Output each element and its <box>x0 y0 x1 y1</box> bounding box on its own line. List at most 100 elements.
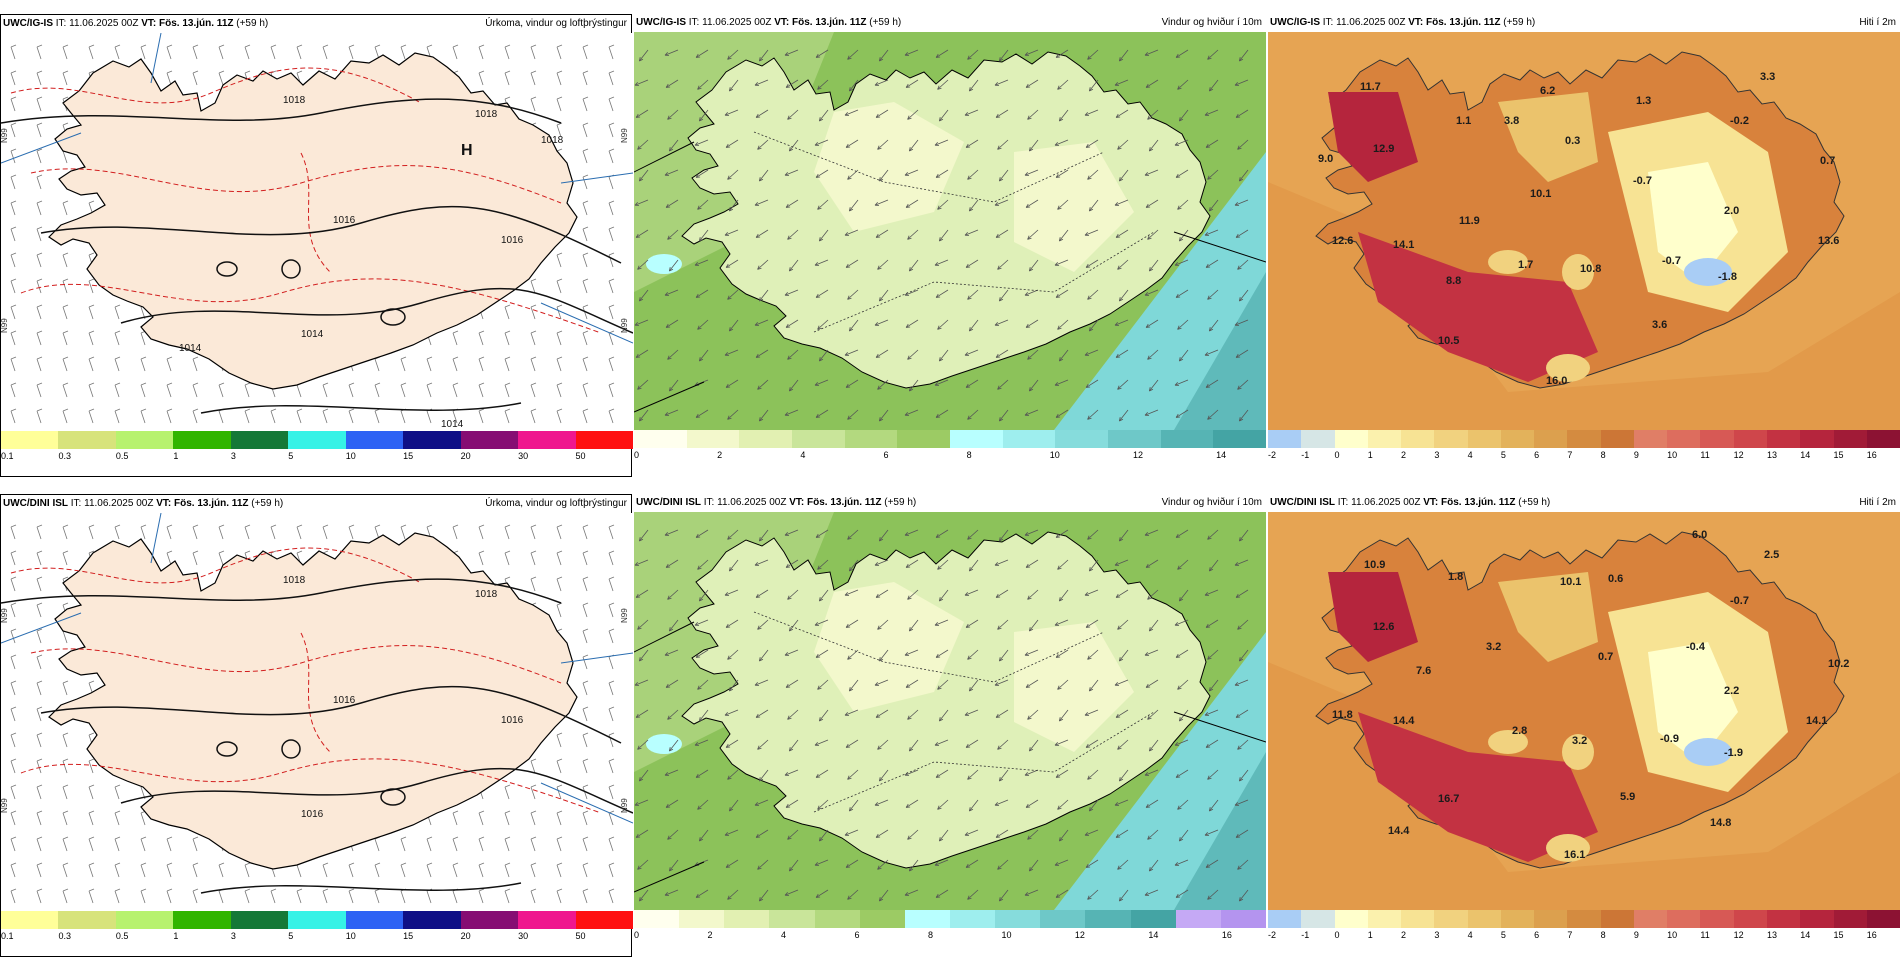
scale-tick-label: 12 <box>1075 930 1085 940</box>
pressure-label: 1014 <box>441 419 464 430</box>
lead-time: (+59 h) <box>236 18 268 29</box>
temperature-value: -0.2 <box>1730 115 1749 127</box>
color-scale-swatches <box>1 431 633 449</box>
scale-tick-label: 16 <box>1867 450 1877 460</box>
scale-tick-label: 10 <box>1667 450 1677 460</box>
scale-tick-label: 2 <box>707 930 712 940</box>
svg-text:N99: N99 <box>1 128 9 143</box>
panel-header: UWC/IG-IS IT: 11.06.2025 00Z VT: Fös. 13… <box>634 14 1266 32</box>
lake <box>646 734 682 754</box>
color-swatch <box>173 911 230 929</box>
panel-run-info: UWC/IG-IS IT: 11.06.2025 00Z VT: Fös. 13… <box>636 14 901 32</box>
scale-tick-label: 10 <box>1050 450 1060 460</box>
scale-tick-label: 8 <box>1601 930 1606 940</box>
scale-tick-label: 0.5 <box>116 451 129 461</box>
init-time-value: 11.06.2025 00Z <box>702 17 771 28</box>
scale-tick-label: 8 <box>1601 450 1606 460</box>
color-swatch <box>634 910 679 928</box>
model-name: UWC/IG-IS <box>636 17 686 28</box>
temperature-value: 10.9 <box>1364 559 1385 571</box>
color-swatch <box>116 911 173 929</box>
temperature-value: -0.7 <box>1730 595 1749 607</box>
color-scale-swatches <box>1268 910 1900 928</box>
model-name: UWC/DINI ISL <box>1270 497 1335 508</box>
scale-tick-label: -1 <box>1301 930 1309 940</box>
forecast-panel-temp: UWC/DINI ISL IT: 11.06.2025 00Z VT: Fös.… <box>1268 494 1900 957</box>
pressure-label: 1016 <box>301 809 324 820</box>
panel-header: UWC/IG-IS IT: 11.06.2025 00Z VT: Fös. 13… <box>1268 14 1900 32</box>
color-swatch <box>576 431 633 449</box>
svg-text:N99: N99 <box>620 128 629 143</box>
map-canvas <box>634 512 1266 910</box>
color-swatch <box>1601 910 1634 928</box>
color-swatch <box>897 430 950 448</box>
color-swatch <box>288 911 345 929</box>
color-swatch <box>1040 910 1085 928</box>
scale-tick-label: 0 <box>1335 450 1340 460</box>
temperature-value: 3.2 <box>1486 641 1501 653</box>
valid-time-label: VT: <box>789 497 804 508</box>
temperature-value: 1.8 <box>1448 571 1463 583</box>
scale-tick-label: 14 <box>1216 450 1226 460</box>
valid-time-label: VT: <box>156 498 171 509</box>
valid-time-label: VT: <box>1423 497 1438 508</box>
color-scale-swatches <box>634 910 1266 928</box>
temperature-value: 9.0 <box>1318 153 1333 165</box>
init-time-value: 11.06.2025 00Z <box>84 498 153 509</box>
color-swatch <box>724 910 769 928</box>
temperature-value: 14.4 <box>1393 715 1415 727</box>
color-swatch <box>792 430 845 448</box>
scale-tick-label: 14 <box>1148 930 1158 940</box>
panel-header: UWC/DINI ISL IT: 11.06.2025 00Z VT: Fös.… <box>1268 494 1900 512</box>
init-time-value: 11.06.2025 00Z <box>1336 17 1405 28</box>
color-swatch <box>1634 910 1667 928</box>
color-swatch <box>576 911 633 929</box>
scale-tick-label: 16 <box>1867 930 1877 940</box>
scale-tick-label: 4 <box>781 930 786 940</box>
color-swatch <box>1368 910 1401 928</box>
color-swatch <box>1335 430 1368 448</box>
color-swatch <box>1 431 58 449</box>
color-swatch <box>1468 430 1501 448</box>
map-area[interactable] <box>634 512 1266 910</box>
temperature-value: 6.2 <box>1540 85 1555 97</box>
color-swatch <box>739 430 792 448</box>
scale-tick-label: 3 <box>231 451 236 461</box>
color-swatch <box>58 431 115 449</box>
scale-tick-label: 30 <box>518 451 528 461</box>
panel-run-info: UWC/IG-IS IT: 11.06.2025 00Z VT: Fös. 13… <box>1270 14 1535 32</box>
color-swatch <box>1700 430 1733 448</box>
scale-tick-label: 50 <box>576 931 586 941</box>
color-swatch <box>634 430 687 448</box>
scale-tick-label: -2 <box>1268 930 1276 940</box>
init-time-value: 11.06.2025 00Z <box>69 18 138 29</box>
scale-tick-label: 20 <box>461 451 471 461</box>
lead-time: (+59 h) <box>1518 497 1550 508</box>
color-swatch <box>116 431 173 449</box>
temperature-value: 7.6 <box>1416 665 1431 677</box>
temperature-value: 8.8 <box>1446 275 1461 287</box>
scale-tick-label: 15 <box>1833 450 1843 460</box>
panel-run-info: UWC/DINI ISL IT: 11.06.2025 00Z VT: Fös.… <box>1270 494 1550 512</box>
scale-tick-label: 0.3 <box>58 931 71 941</box>
panel-title: Hiti í 2m <box>1859 494 1896 512</box>
temperature-value: 13.6 <box>1818 235 1839 247</box>
scale-tick-label: 1 <box>1368 450 1373 460</box>
color-swatch <box>1176 910 1221 928</box>
init-time-value: 11.06.2025 00Z <box>1351 497 1420 508</box>
temperature-value: 3.6 <box>1652 319 1667 331</box>
color-scale-ticks: -2-101234567891011121314151617 <box>1268 448 1900 464</box>
color-swatch <box>1501 430 1534 448</box>
map-area[interactable] <box>634 32 1266 430</box>
init-time-label: IT: <box>704 497 715 508</box>
color-swatch <box>1401 910 1434 928</box>
temperature-value: 10.1 <box>1530 188 1551 200</box>
scale-tick-label: 1 <box>173 451 178 461</box>
temperature-value: -1.9 <box>1724 747 1743 759</box>
